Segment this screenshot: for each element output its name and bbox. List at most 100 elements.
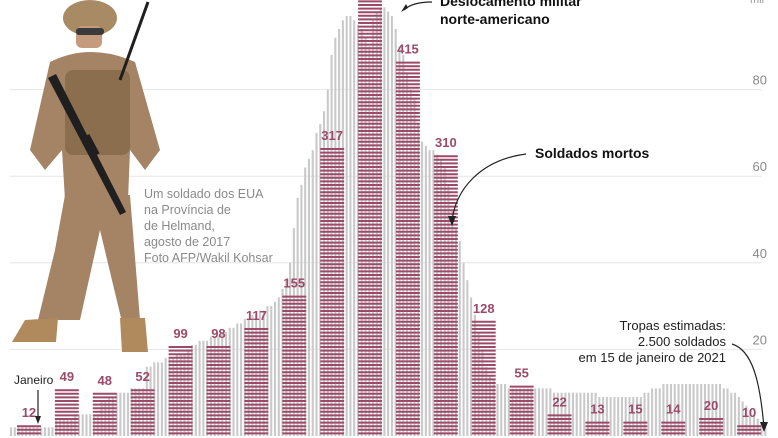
troops-bar <box>40 427 43 436</box>
death-mark <box>358 432 383 435</box>
death-mark <box>206 349 231 352</box>
troops-bar <box>662 384 665 436</box>
death-mark <box>358 356 383 359</box>
deaths-column <box>509 385 534 435</box>
death-mark <box>282 374 307 377</box>
death-mark <box>130 428 155 431</box>
death-mark <box>320 346 345 348</box>
death-mark <box>358 68 383 71</box>
death-mark <box>395 202 420 204</box>
death-mark <box>395 353 420 356</box>
death-mark <box>320 184 345 186</box>
death-mark <box>320 176 345 179</box>
death-mark <box>282 360 307 363</box>
death-mark <box>358 198 383 201</box>
death-mark <box>395 428 420 431</box>
death-mark <box>92 400 117 402</box>
annotation-arrows <box>35 1 768 432</box>
troops-bar <box>730 392 733 436</box>
death-mark <box>244 335 269 338</box>
death-mark <box>168 400 193 402</box>
soldier-boot-left <box>12 318 58 342</box>
death-mark <box>471 335 496 338</box>
death-mark <box>168 414 193 417</box>
deaths-column <box>623 421 648 435</box>
troops-bar <box>617 397 620 436</box>
death-mark <box>358 0 383 3</box>
deployment-annotation: Deslocamento militar norte-americano <box>440 0 582 27</box>
death-mark <box>509 403 534 406</box>
troops-bar <box>157 362 160 436</box>
troops-bar <box>737 397 740 436</box>
death-mark <box>395 97 420 100</box>
death-mark <box>358 371 383 374</box>
death-mark <box>395 421 420 424</box>
death-mark <box>395 414 420 417</box>
death-mark <box>358 403 383 406</box>
death-mark <box>358 61 383 64</box>
death-mark <box>168 421 193 424</box>
death-mark <box>395 418 420 420</box>
death-mark <box>395 396 420 399</box>
death-mark <box>433 169 458 172</box>
deaths-arrow <box>451 153 527 223</box>
death-mark <box>395 94 420 96</box>
death-mark <box>358 90 383 93</box>
deployment-arrow-head <box>401 4 408 12</box>
death-mark <box>282 378 307 381</box>
troops-bar <box>364 37 367 436</box>
death-mark <box>433 194 458 197</box>
death-mark <box>358 209 383 212</box>
troops-bar <box>319 124 322 437</box>
deaths-value-label: 15 <box>628 402 642 417</box>
death-mark <box>699 421 724 424</box>
troops-bar <box>17 427 20 436</box>
troops-bar <box>262 310 265 436</box>
deaths-value-label: 317 <box>321 128 343 143</box>
deaths-column <box>661 421 686 435</box>
death-mark <box>509 421 534 424</box>
death-mark <box>320 191 345 194</box>
troops-bar <box>451 210 454 436</box>
death-mark <box>395 205 420 208</box>
death-mark <box>358 112 383 114</box>
troops-bar <box>119 392 122 436</box>
death-mark <box>282 414 307 417</box>
troops-bar <box>632 397 635 436</box>
troops-bar <box>481 349 484 436</box>
death-mark <box>358 58 383 60</box>
deaths-arrow-head <box>448 216 456 226</box>
death-mark <box>320 428 345 431</box>
death-mark <box>358 36 383 39</box>
troops-bar <box>51 427 54 436</box>
death-mark <box>358 396 383 399</box>
troops-bar <box>677 384 680 436</box>
death-mark <box>395 400 420 402</box>
death-mark <box>54 410 79 413</box>
death-mark <box>395 259 420 262</box>
death-mark <box>282 385 307 388</box>
death-mark <box>471 389 496 392</box>
death-mark <box>320 227 345 230</box>
death-mark <box>358 374 383 377</box>
death-mark <box>433 284 458 287</box>
death-mark <box>206 425 231 428</box>
death-mark <box>395 356 420 359</box>
troops-bar <box>443 167 446 437</box>
death-mark <box>358 151 383 154</box>
troops-bar <box>564 392 567 436</box>
deaths-value-label: 415 <box>397 42 419 57</box>
death-mark <box>433 230 458 233</box>
troops-bar <box>726 388 729 436</box>
death-mark <box>320 238 345 240</box>
death-mark <box>395 180 420 183</box>
troops-bar <box>179 353 182 436</box>
death-mark <box>395 410 420 413</box>
death-mark <box>320 317 345 320</box>
death-mark <box>358 32 383 35</box>
troops-bar <box>718 384 722 436</box>
death-mark <box>433 320 458 323</box>
death-mark <box>433 346 458 348</box>
y-tick-label: 40 <box>753 246 767 261</box>
troops-bar <box>96 414 99 436</box>
